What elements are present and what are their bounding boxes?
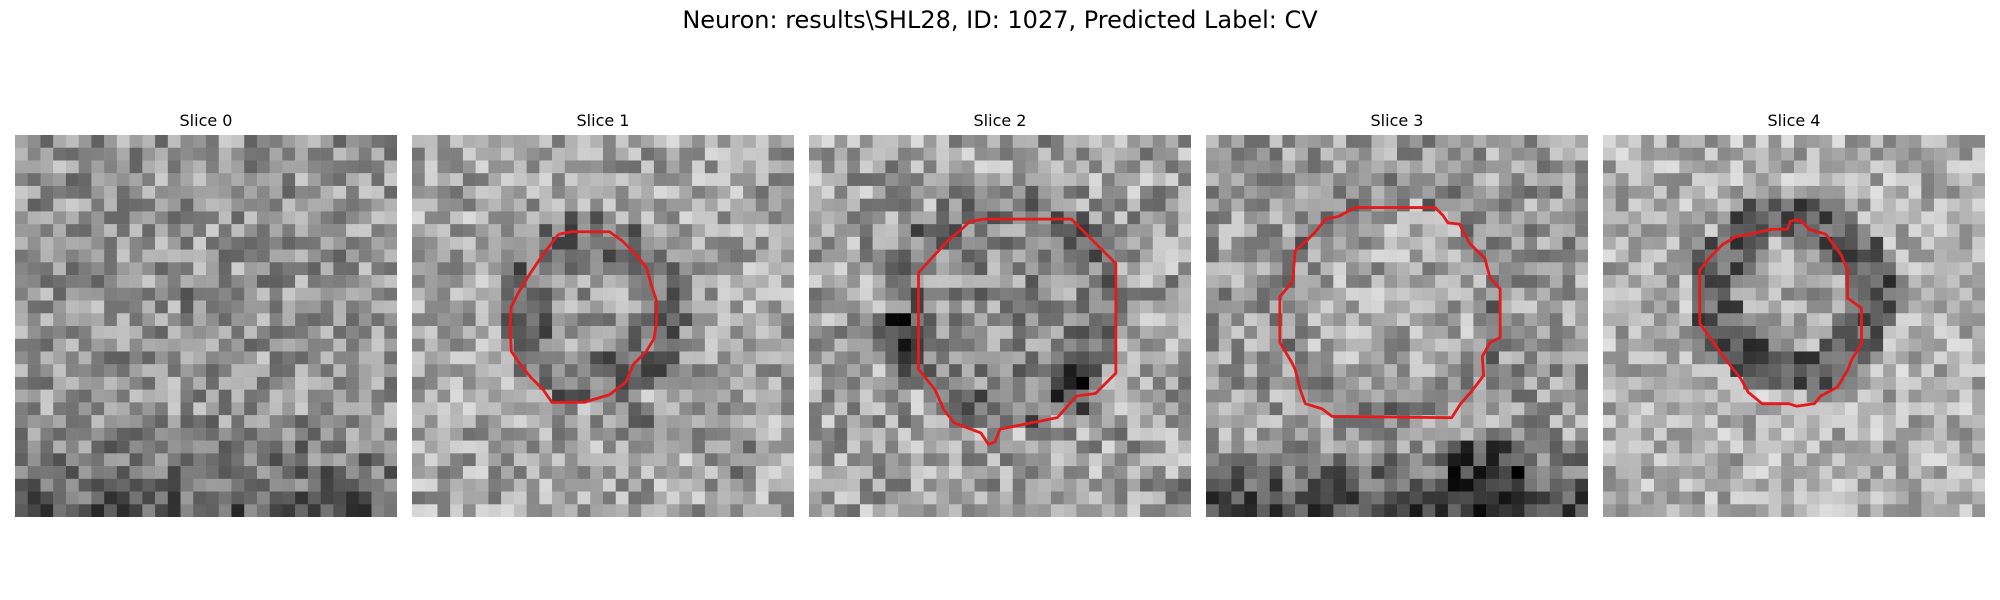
slice-title: Slice 2 (973, 111, 1027, 130)
contour-outline (917, 217, 1118, 446)
contour-outline (1278, 206, 1502, 420)
slice-panel-2: Slice 2 (809, 108, 1191, 517)
slice-image-1 (412, 135, 794, 517)
slice-image-4 (1603, 135, 1985, 517)
contour-outline (1698, 218, 1863, 408)
slice-panel-1: Slice 1 (412, 108, 794, 517)
slice-image-2 (809, 135, 1191, 517)
slice-title: Slice 4 (1767, 111, 1821, 130)
slice-image-3 (1206, 135, 1588, 517)
slice-panel-3: Slice 3 (1206, 108, 1588, 517)
slice-title: Slice 3 (1370, 111, 1424, 130)
slice-panel-0: Slice 0 (15, 108, 397, 517)
slice-image-0 (15, 135, 397, 517)
slice-title: Slice 0 (179, 111, 233, 130)
slice-title: Slice 1 (576, 111, 630, 130)
contour-outline (508, 230, 658, 404)
slice-panel-4: Slice 4 (1603, 108, 1985, 517)
figure-title: Neuron: results\SHL28, ID: 1027, Predict… (682, 6, 1318, 34)
